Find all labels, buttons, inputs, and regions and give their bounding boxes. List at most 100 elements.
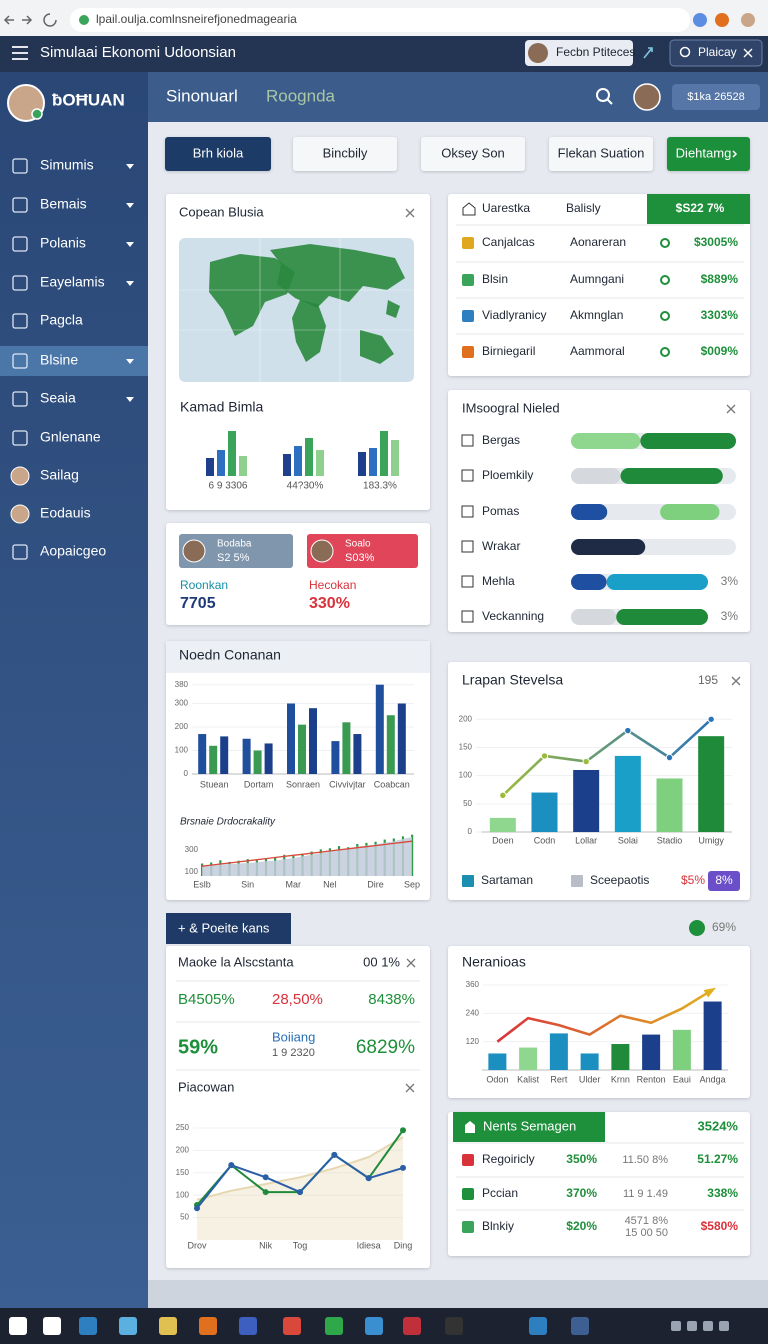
section-tab[interactable] [166, 913, 291, 944]
x-tick-label: Stuean [200, 779, 229, 789]
close-icon[interactable] [406, 958, 416, 968]
status-table [448, 194, 750, 376]
progress-part [606, 574, 708, 590]
card-title: Lrapan Stevelsa [462, 672, 563, 688]
button-label[interactable]: Flekan Suation [558, 145, 645, 160]
close-glyph [405, 1083, 415, 1093]
close-glyph [731, 676, 741, 686]
taskbar-icon[interactable] [199, 1317, 217, 1335]
taskbar-icon[interactable] [239, 1317, 257, 1335]
cell-value: $009% [701, 344, 739, 358]
sidebar-item[interactable]: Gnlenane [40, 429, 101, 445]
progress-part [616, 609, 708, 625]
button[interactable] [165, 137, 271, 171]
extension-icon[interactable] [741, 13, 755, 27]
x-tick-label: Sin [241, 879, 254, 889]
stat-label: Roonkan [180, 578, 228, 592]
sidebar-item[interactable]: Simumis [40, 157, 94, 173]
bar [375, 684, 384, 774]
taskbar-icon[interactable] [9, 1317, 27, 1335]
close-icon[interactable] [405, 208, 415, 218]
tab-value: 69% [712, 920, 736, 934]
button[interactable] [293, 137, 397, 171]
button-label[interactable]: Diehtamg [676, 145, 732, 160]
user-chip[interactable] [307, 534, 418, 568]
x-tick-label: Renton [637, 1074, 666, 1084]
bar [656, 778, 683, 832]
mini-bar [206, 458, 214, 476]
taskbar-icon[interactable] [445, 1317, 463, 1335]
button-label[interactable]: Brh kiola [193, 145, 244, 160]
taskbar-icon[interactable] [403, 1317, 421, 1335]
header-tab[interactable]: Roognda [266, 86, 336, 105]
user-chip[interactable] [525, 40, 633, 66]
url-box[interactable] [70, 8, 690, 32]
progress-part [607, 504, 661, 520]
bar [309, 708, 317, 774]
close-glyph [406, 958, 416, 968]
row-icon [462, 237, 474, 249]
close-glyph [405, 208, 415, 218]
button-label[interactable]: Oksey Son [441, 145, 505, 160]
sidebar-item[interactable]: Eayelamis [40, 274, 105, 290]
sidebar-item[interactable]: Aopaicgeo [40, 543, 106, 559]
x-tick-label: Ulder [579, 1074, 601, 1084]
cell: Aonareran [570, 235, 626, 249]
section-tab-label[interactable]: + & Poeite kans [178, 920, 270, 935]
brand: ƀOĦUAN [52, 90, 125, 109]
taskbar-icon[interactable] [79, 1317, 97, 1335]
header-badge[interactable] [672, 84, 760, 110]
taskbar-icon[interactable] [43, 1317, 61, 1335]
cell: Blsin [482, 272, 508, 286]
button-label[interactable]: Bincbily [323, 145, 368, 160]
user-chip[interactable] [179, 534, 293, 568]
sidebar-item[interactable]: Seaia [40, 390, 76, 406]
sidebar-item[interactable]: Polanis [40, 235, 86, 251]
caret [126, 397, 134, 402]
button[interactable] [549, 137, 653, 171]
table-tab[interactable] [453, 1112, 605, 1142]
row-icon [462, 274, 474, 286]
cell-value: 3303% [701, 308, 739, 322]
x-tick-label: Dortam [244, 779, 274, 789]
button[interactable] [667, 137, 750, 171]
sidebar-item[interactable]: Bemais [40, 196, 87, 212]
header-tab[interactable]: Sinonuarl [166, 86, 238, 105]
taskbar-icon[interactable] [365, 1317, 383, 1335]
nav-arrows[interactable] [3, 13, 57, 27]
close-icon[interactable] [726, 404, 736, 414]
close-icon[interactable] [405, 1083, 415, 1093]
taskbar-icon[interactable] [529, 1317, 547, 1335]
taskbar-icon[interactable] [571, 1317, 589, 1335]
sidebar-item[interactable]: Eodauis [40, 505, 91, 521]
mini-bar [358, 452, 366, 476]
taskbar-icon[interactable] [159, 1317, 177, 1335]
extension-icon[interactable] [693, 13, 707, 27]
sidebar-item[interactable]: Sailag [40, 467, 79, 483]
cell: Viadlyranicy [482, 308, 546, 322]
metric-big: 59% [178, 1036, 218, 1058]
item-icon [12, 197, 28, 213]
search-chip[interactable] [669, 39, 763, 67]
bar [611, 1044, 630, 1070]
badge-text: 8% [715, 873, 733, 887]
line-point [262, 1189, 269, 1196]
metric-sublabel: 1 9 2320 [272, 1047, 315, 1059]
bar [580, 1053, 599, 1070]
button[interactable] [421, 137, 525, 171]
sidebar-item[interactable]: Blsine [40, 352, 78, 368]
extension-icon[interactable] [715, 13, 729, 27]
menu-icon[interactable] [12, 46, 28, 60]
line [501, 718, 713, 797]
sidebar-item[interactable]: Pagcla [40, 312, 83, 328]
taskbar-icon[interactable] [119, 1317, 137, 1335]
close-icon[interactable] [731, 676, 741, 686]
map-grid [179, 238, 414, 382]
taskbar-icon[interactable] [325, 1317, 343, 1335]
active-item-bg [0, 346, 148, 376]
mini-bar-label: 44?30% [287, 481, 324, 492]
row-detail: 11.50 8% [622, 1154, 668, 1166]
line-point [665, 753, 674, 762]
map-land [292, 300, 326, 362]
taskbar-icon[interactable] [283, 1317, 301, 1335]
